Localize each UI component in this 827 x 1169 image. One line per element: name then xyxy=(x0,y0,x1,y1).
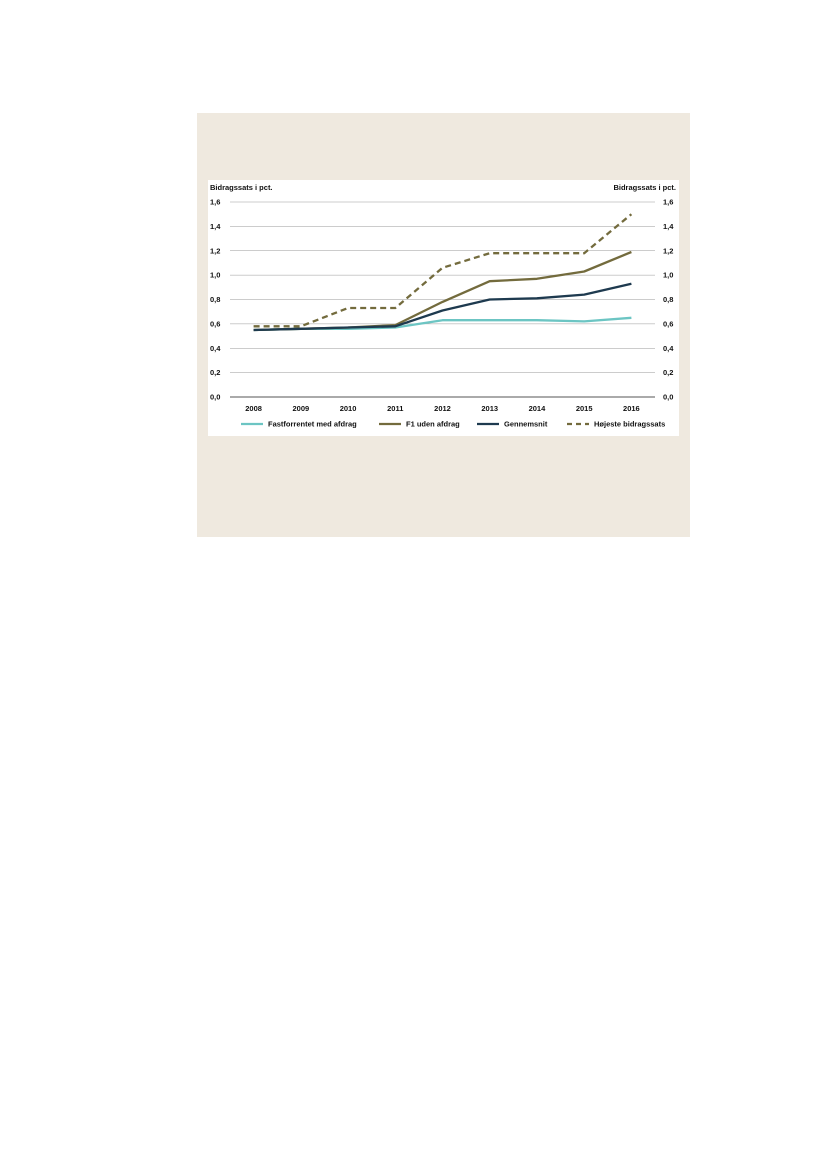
y-tick-label-left: 0,2 xyxy=(210,368,220,377)
y-axis-label-right: Bidragssats i pct. xyxy=(613,183,676,192)
y-tick-label-left: 1,2 xyxy=(210,246,220,255)
series-line-4 xyxy=(253,213,633,328)
series-line-2 xyxy=(253,250,632,332)
y-tick-label-left: 1,4 xyxy=(210,222,221,231)
x-tick-label: 2008 xyxy=(245,404,262,413)
x-tick-label: 2010 xyxy=(340,404,357,413)
y-tick-label-right: 0,8 xyxy=(663,295,673,304)
legend-label: F1 uden afdrag xyxy=(406,420,460,429)
y-tick-label-right: 1,0 xyxy=(663,271,673,280)
chart-area xyxy=(208,180,679,436)
legend-label: Højeste bidragssats xyxy=(594,420,665,429)
y-tick-label-right: 0,4 xyxy=(663,344,674,353)
y-tick-label-right: 1,4 xyxy=(663,222,674,231)
series-lines xyxy=(253,213,633,332)
x-tick-label: 2016 xyxy=(623,404,640,413)
y-tick-label-left: 0,6 xyxy=(210,319,220,328)
x-tick-label: 2011 xyxy=(387,404,403,413)
y-tick-label-left: 0,0 xyxy=(210,393,220,402)
legend-label: Fastforrentet med afdrag xyxy=(268,420,357,429)
y-tick-label-right: 0,2 xyxy=(663,368,673,377)
y-ticks-left: 0,0 0,2 0,4 0,6 0,8 1,0 1,2 1,4 1,6 xyxy=(210,198,221,402)
y-tick-label-left: 0,4 xyxy=(210,344,221,353)
y-axis-label-left: Bidragssats i pct. xyxy=(210,183,273,192)
y-tick-label-right: 0,6 xyxy=(663,319,673,328)
y-tick-label-left: 1,6 xyxy=(210,198,220,207)
y-tick-label-right: 0,0 xyxy=(663,393,673,402)
x-tick-label: 2014 xyxy=(529,404,547,413)
x-tick-label: 2013 xyxy=(481,404,498,413)
x-ticks: 2008 2009 2010 2011 2012 2013 2014 2015 2016 xyxy=(245,404,639,413)
y-ticks-right: 0,0 0,2 0,4 0,6 0,8 1,0 1,2 1,4 1,6 xyxy=(663,198,674,402)
x-tick-label: 2015 xyxy=(576,404,593,413)
gridlines xyxy=(230,201,655,398)
y-tick-label-left: 0,8 xyxy=(210,295,220,304)
x-tick-label: 2009 xyxy=(292,404,309,413)
x-tick-label: 2012 xyxy=(434,404,451,413)
legend: Fastforrentet med afdrag F1 uden afdrag Ge… xyxy=(241,420,665,429)
series-line-3 xyxy=(253,282,632,332)
y-tick-label-left: 1,0 xyxy=(210,271,220,280)
y-tick-label-right: 1,6 xyxy=(663,198,673,207)
legend-label: Gennemsnit xyxy=(504,420,548,429)
y-tick-label-right: 1,2 xyxy=(663,246,673,255)
